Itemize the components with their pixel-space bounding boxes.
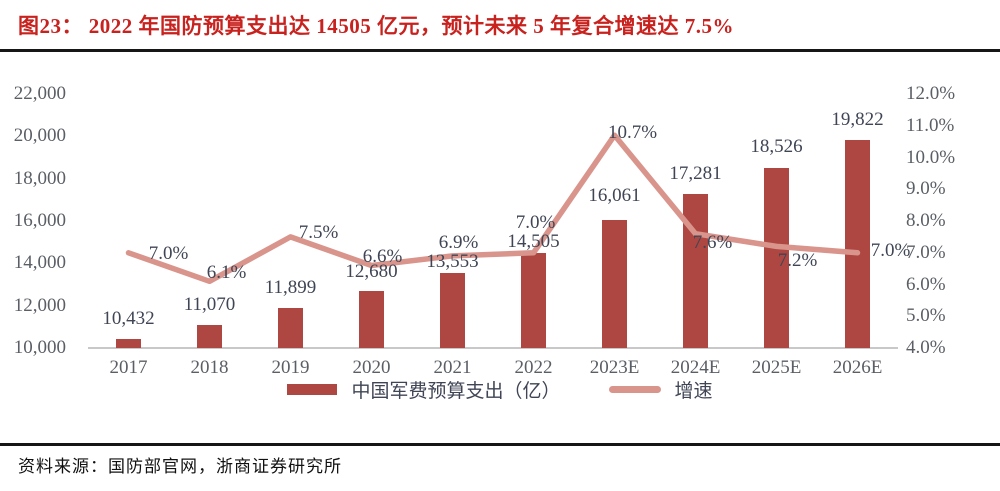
legend-bar-swatch	[287, 383, 338, 395]
growth-value-label: 6.6%	[362, 246, 403, 268]
growth-value-label: 10.7%	[607, 122, 658, 144]
x-axis-category-label: 2023E	[589, 357, 640, 378]
budget-bar	[683, 193, 708, 348]
budget-bar	[845, 140, 870, 348]
bar-value-label: 11,070	[183, 294, 236, 316]
bottom-divider-line	[0, 443, 1000, 446]
growth-value-label: 7.0%	[148, 242, 189, 264]
x-axis-category-label: 2024E	[670, 357, 721, 378]
bar-value-label: 18,526	[750, 135, 803, 157]
x-axis-category-label: 2025E	[751, 357, 802, 378]
right-axis-tick-label: 10.0%	[906, 146, 956, 168]
right-axis-tick-label: 11.0%	[906, 114, 955, 136]
right-axis-tick-label: 6.0%	[906, 273, 946, 295]
growth-value-label: 7.2%	[777, 250, 818, 272]
bar-value-label: 19,822	[831, 109, 884, 131]
growth-value-label: 7.6%	[692, 231, 733, 253]
chart-legend: 中国军费预算支出（亿） 增速	[0, 377, 1000, 402]
x-axis-category-label: 2026E	[832, 357, 883, 378]
bar-value-label: 14,505	[507, 230, 560, 252]
growth-value-label: 7.5%	[298, 221, 339, 243]
x-axis-category-label: 2017	[109, 357, 148, 378]
legend-line-swatch	[608, 385, 661, 393]
x-axis-category-label: 2022	[514, 357, 553, 378]
right-axis-tick-label: 8.0%	[906, 210, 946, 231]
right-axis-tick-label: 4.0%	[906, 337, 946, 358]
left-axis-tick-label: 14,000	[13, 252, 66, 274]
right-axis-tick-label: 7.0%	[906, 241, 946, 263]
growth-value-label: 6.9%	[438, 231, 479, 253]
left-axis-tick-label: 12,000	[13, 294, 66, 316]
chart-plot-area: 22,000 20,000 18,000 16,000 14,000 12,000 10,0…	[13, 83, 956, 378]
budget-bar	[116, 338, 141, 348]
legend-bar-label: 中国军费预算支出（亿）	[351, 380, 561, 402]
bar-value-label: 16,061	[588, 184, 641, 206]
legend-line-label: 增速	[674, 380, 713, 402]
budget-bar	[278, 307, 303, 348]
x-axis-category-label: 2019	[271, 357, 310, 378]
left-axis-tick-label: 22,000	[13, 83, 66, 104]
right-axis-tick-label: 12.0%	[906, 83, 956, 104]
growth-line	[125, 132, 861, 285]
budget-bar	[359, 291, 384, 348]
bar-value-label: 11,899	[264, 276, 317, 298]
budget-bar	[197, 325, 222, 348]
bar-value-label: 17,281	[669, 162, 722, 184]
x-axis-category-label: 2020	[352, 357, 391, 378]
x-axis-category-label: 2021	[433, 357, 472, 378]
left-axis-tick-label: 16,000	[13, 210, 66, 231]
x-axis-line	[88, 347, 898, 349]
bar-value-label: 13,553	[426, 250, 479, 272]
data-source-note: 资料来源：国防部官网，浙商证券研究所	[18, 457, 342, 476]
right-axis-tick-label: 9.0%	[906, 178, 946, 200]
x-axis-category-label: 2018	[190, 357, 229, 378]
left-axis-tick-label: 10,000	[13, 337, 66, 358]
budget-bar	[521, 252, 546, 348]
figure-title: 图23： 2022 年国防预算支出达 14505 亿元，预计未来 5 年复合增速…	[18, 14, 734, 38]
growth-value-label: 7.0%	[870, 239, 911, 261]
growth-value-label: 6.1%	[206, 262, 247, 284]
bar-value-label: 10,432	[102, 307, 155, 329]
budget-bar	[440, 272, 465, 348]
growth-value-label: 7.0%	[515, 211, 556, 233]
top-divider-line	[0, 49, 1000, 52]
budget-bar	[602, 219, 627, 348]
left-axis-tick-label: 18,000	[13, 167, 66, 189]
left-axis-tick-label: 20,000	[13, 125, 66, 147]
right-axis-tick-label: 5.0%	[906, 305, 946, 327]
